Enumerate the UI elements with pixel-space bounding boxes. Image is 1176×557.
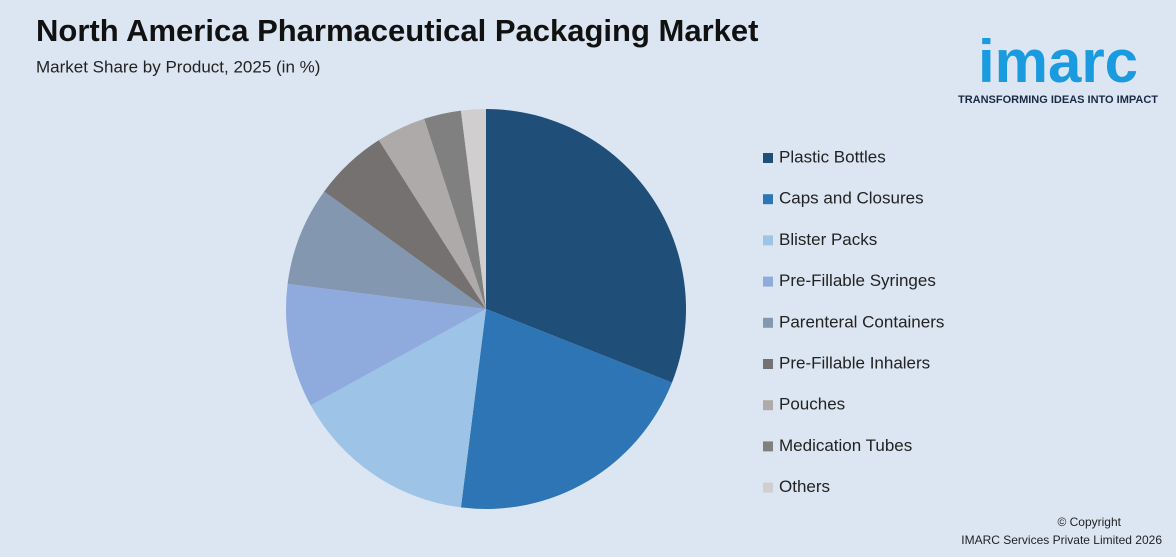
pie-slice [378, 118, 486, 309]
pie-slice [324, 140, 486, 309]
chart-subtitle: Market Share by Product, 2025 (in %) [36, 57, 320, 76]
legend-label: Parenteral Containers [779, 312, 944, 331]
logo-tagline: TRANSFORMING IDEAS INTO IMPACT [958, 94, 1158, 106]
pie-slice [285, 283, 486, 406]
pie-slice [486, 109, 686, 383]
pie-slice [460, 309, 672, 509]
pie-slice [460, 109, 486, 309]
legend-marker [763, 482, 773, 493]
legend-label: Caps and Closures [779, 189, 924, 208]
legend-label: Plastic Bottles [779, 147, 886, 166]
legend-label: Pre-Fillable Syringes [779, 271, 936, 290]
legend-marker [763, 194, 773, 205]
copyright-owner: IMARC Services Private Limited 2026 [961, 533, 1162, 547]
legend-label: Pouches [779, 395, 845, 414]
legend-marker [763, 359, 773, 369]
legend-marker [763, 441, 773, 452]
legend-label: Others [779, 477, 830, 496]
pie-slice [287, 191, 486, 309]
legend-marker [763, 235, 773, 246]
legend-marker [763, 400, 773, 411]
legend-label: Blister Packs [779, 230, 877, 249]
pie-slice [424, 110, 486, 309]
chart-title: North America Pharmaceutical Packaging M… [36, 13, 758, 48]
logo: imarc [978, 28, 1138, 95]
legend-label: Medication Tubes [779, 436, 912, 455]
legend-marker [763, 317, 773, 328]
copyright: © Copyright [1057, 515, 1121, 529]
legend-marker [763, 276, 773, 287]
legend-label: Pre-Fillable Inhalers [779, 353, 930, 372]
legend-marker [763, 153, 773, 163]
pie-slice [310, 309, 486, 508]
